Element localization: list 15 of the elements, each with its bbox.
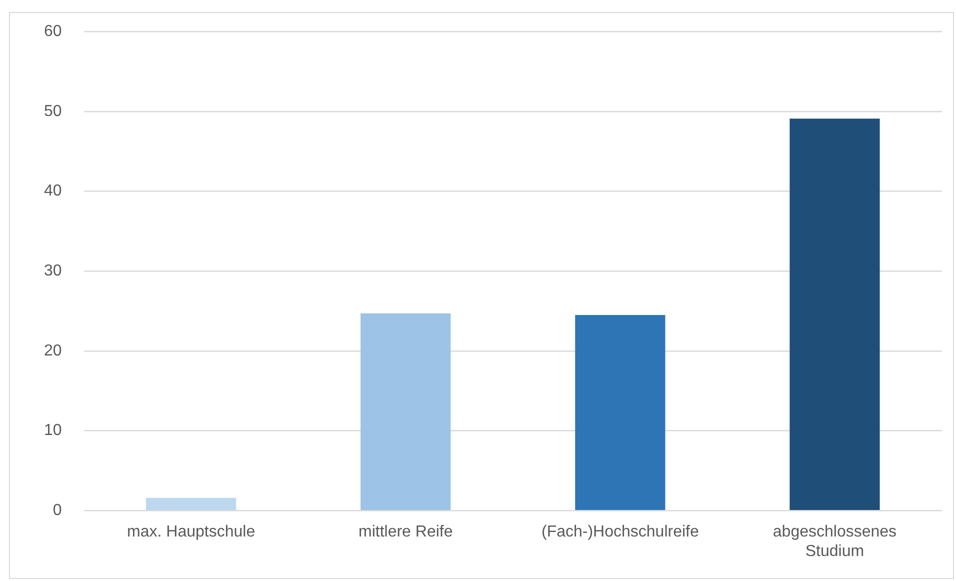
bar — [360, 313, 451, 510]
y-tick-label: 20 — [44, 342, 62, 360]
y-tick-label: 0 — [52, 502, 62, 520]
y-tick-label: 40 — [44, 182, 62, 200]
x-tick-label: abgeschlossenes Studium — [772, 524, 897, 560]
x-tick-label: max. Hauptschule — [127, 524, 256, 541]
bar — [790, 118, 880, 510]
y-tick-label: 60 — [44, 23, 62, 40]
bar — [146, 498, 236, 510]
y-tick-label: 10 — [44, 422, 62, 440]
x-tick-label: mittlere Reife — [358, 524, 453, 541]
y-tick-label: 30 — [44, 262, 62, 280]
bar — [575, 315, 666, 510]
y-tick-label: 50 — [44, 102, 62, 120]
x-tick-label: (Fach-)Hochschulreife — [541, 524, 699, 541]
